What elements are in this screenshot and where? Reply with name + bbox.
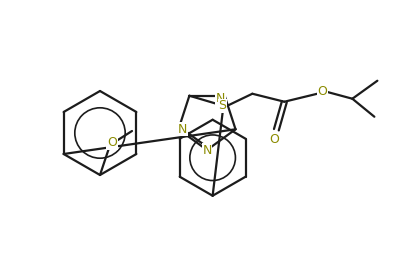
Text: N: N (178, 123, 187, 136)
Text: O: O (107, 136, 117, 150)
Text: S: S (218, 99, 226, 112)
Text: N: N (216, 92, 225, 105)
Text: O: O (318, 85, 327, 98)
Text: O: O (269, 133, 279, 146)
Text: N: N (202, 143, 212, 157)
